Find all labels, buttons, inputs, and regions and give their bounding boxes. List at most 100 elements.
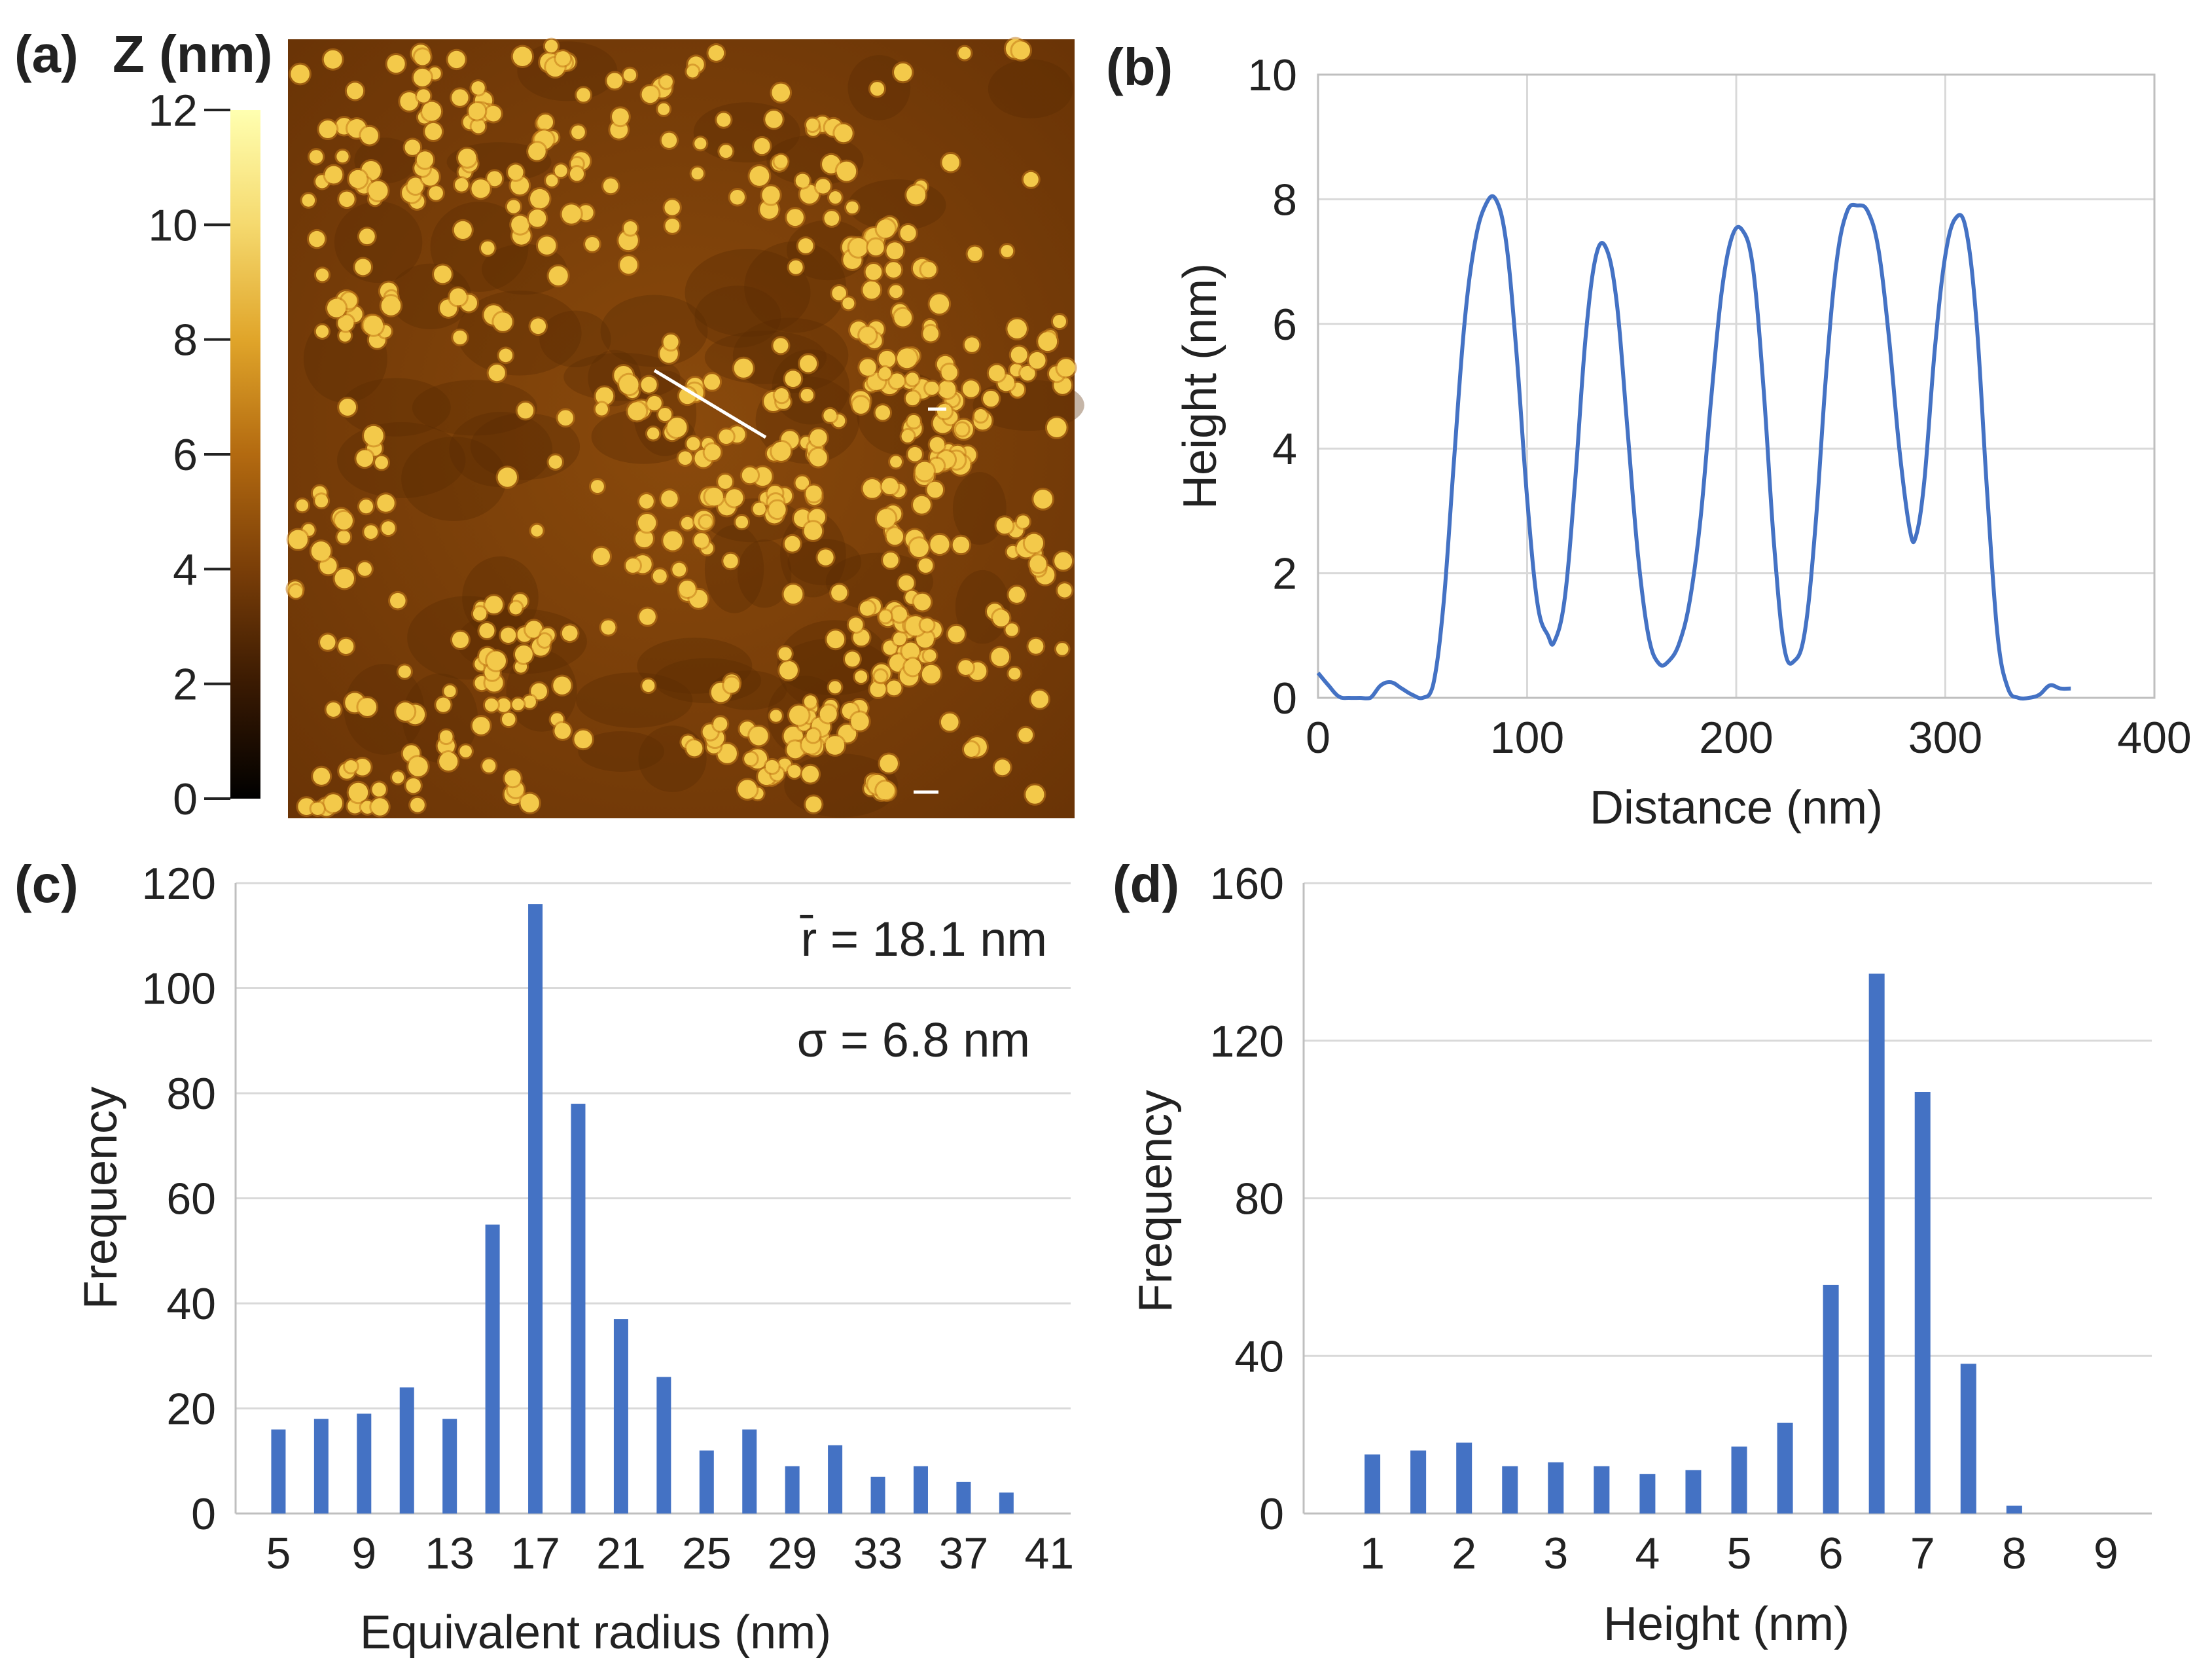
- afm-particle: [398, 665, 411, 678]
- afm-particle: [798, 238, 813, 253]
- afm-particle: [927, 481, 944, 498]
- panel-b-xtick: 100: [1490, 713, 1564, 763]
- afm-particle: [611, 108, 629, 126]
- afm-particle: [635, 530, 653, 548]
- afm-particle: [311, 802, 324, 816]
- afm-particle: [800, 388, 813, 402]
- panel-d-xtick: 3: [1543, 1529, 1568, 1578]
- afm-particle: [493, 312, 512, 331]
- afm-particle: [879, 610, 891, 623]
- afm-particle: [525, 621, 543, 638]
- afm-particle: [485, 596, 503, 614]
- afm-particle: [471, 119, 486, 134]
- panel-b-xlabel: Distance (nm): [1590, 782, 1883, 834]
- afm-particle: [744, 752, 757, 765]
- afm-particle: [336, 150, 349, 163]
- afm-particle: [1054, 552, 1073, 570]
- afm-particle: [346, 82, 364, 100]
- afm-particle: [788, 765, 801, 778]
- afm-particle: [704, 374, 721, 390]
- afm-particle: [889, 373, 905, 389]
- afm-particle: [914, 593, 931, 611]
- afm-particle: [569, 167, 584, 181]
- afm-particle: [554, 723, 571, 739]
- panel-d-xtick: 8: [2002, 1529, 2027, 1578]
- afm-particle: [308, 230, 325, 247]
- afm-particle: [875, 405, 891, 420]
- sigma-annotation: σ = 6.8 nm: [797, 1013, 1030, 1067]
- afm-particle: [1008, 587, 1025, 603]
- afm-particle: [805, 796, 822, 812]
- afm-particle: [694, 533, 709, 548]
- afm-dark-patch: [539, 310, 611, 368]
- afm-particle: [413, 68, 431, 86]
- afm-particle: [407, 177, 424, 194]
- afm-particle: [772, 83, 791, 102]
- afm-particle: [562, 625, 578, 642]
- afm-particle: [802, 765, 819, 783]
- afm-particle: [348, 782, 368, 803]
- panel-b-frame: [1317, 73, 2156, 699]
- afm-particle: [827, 630, 845, 649]
- afm-particle: [874, 670, 887, 683]
- panel-c-bar: [913, 1466, 928, 1514]
- panel-d-ytick: 40: [1234, 1332, 1284, 1381]
- afm-particle: [829, 681, 842, 694]
- afm-particle: [429, 186, 443, 200]
- afm-particle: [1020, 365, 1035, 381]
- panel-b-ytick: 2: [1272, 549, 1297, 599]
- panel-d-ytick: 120: [1210, 1017, 1284, 1066]
- afm-particle: [641, 86, 659, 103]
- afm-dark-patch: [638, 725, 707, 792]
- panel-b-ytick: 10: [1247, 50, 1297, 100]
- panel-d-bar: [1410, 1450, 1427, 1514]
- profile-line-marker: [653, 369, 767, 439]
- afm-particle: [531, 524, 543, 537]
- panel-d-bar: [1548, 1462, 1564, 1514]
- afm-particle: [897, 348, 917, 369]
- panel-c-ytick: 0: [191, 1489, 216, 1539]
- afm-particle: [1012, 41, 1031, 60]
- panel-c-bar: [571, 1104, 586, 1514]
- panel-c-bar: [357, 1413, 372, 1514]
- afm-particle: [886, 242, 904, 260]
- afm-particle: [762, 186, 780, 204]
- panel-d-bar: [1914, 1091, 1931, 1514]
- afm-particle: [421, 101, 442, 121]
- afm-particle: [859, 327, 876, 344]
- afm-particle: [940, 713, 959, 731]
- afm-particle: [831, 585, 847, 601]
- afm-particle: [904, 659, 921, 676]
- afm-particle: [486, 105, 501, 122]
- afm-particle: [918, 558, 933, 573]
- afm-particle: [1033, 490, 1053, 509]
- afm-particle: [517, 402, 534, 419]
- afm-particle: [691, 167, 704, 180]
- afm-particle: [457, 149, 476, 167]
- afm-particle: [886, 680, 902, 696]
- afm-dark-patch: [449, 412, 553, 488]
- panel-c-bar: [999, 1492, 1014, 1514]
- colorbar: [230, 110, 260, 799]
- afm-particle: [595, 403, 609, 416]
- afm-particle: [416, 151, 434, 168]
- afm-particle: [779, 661, 798, 680]
- afm-particle: [537, 236, 556, 255]
- afm-particle: [678, 451, 692, 465]
- afm-dark-patch: [401, 437, 507, 522]
- afm-particle: [952, 536, 970, 554]
- panel-d-xtick: 1: [1360, 1529, 1385, 1578]
- panel-c-bar-chart: 0 20 40 60 80 100 120 5 9 13 17 21 25 29 33 37 41 r̄ = 1…: [75, 859, 1074, 1659]
- afm-dark-patch: [600, 295, 708, 367]
- afm-dark-patch: [744, 241, 847, 333]
- panel-label-b: (b): [1106, 38, 1173, 96]
- afm-particle: [1023, 172, 1039, 187]
- afm-particle: [870, 681, 886, 697]
- afm-particle: [754, 137, 770, 154]
- afm-particle: [883, 552, 899, 568]
- afm-particle: [908, 446, 922, 462]
- afm-particle: [923, 325, 939, 342]
- afm-particle: [344, 760, 357, 772]
- afm-particle: [974, 408, 988, 422]
- afm-particle: [938, 380, 956, 399]
